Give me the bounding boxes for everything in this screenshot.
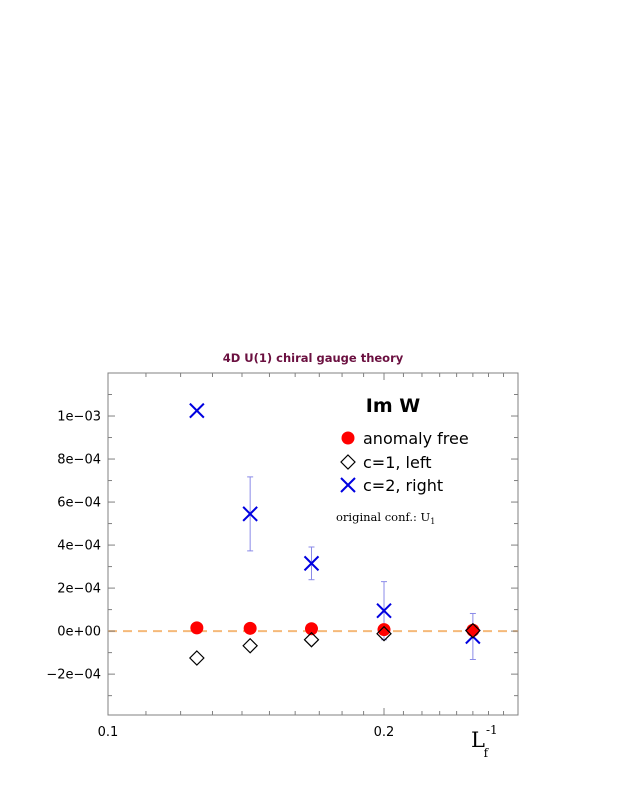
- anomaly-free-point: [377, 623, 391, 637]
- y-tick-label: 1e−03: [57, 410, 101, 425]
- legend-marker-c-2-right: [340, 477, 356, 493]
- anomaly-free-point: [304, 622, 318, 636]
- x-axis-label: L-1 f: [471, 723, 498, 760]
- anomaly-free-point: [190, 621, 204, 635]
- annotation-subscript: 1: [430, 517, 435, 526]
- c-1-left-point: [376, 625, 392, 642]
- anomaly-free-point: [243, 621, 257, 635]
- chart-heading: Im W: [366, 395, 420, 417]
- c-1-left-point: [465, 622, 481, 639]
- y-tick-label: 0e+00: [57, 625, 101, 640]
- c-2-right-point: [242, 506, 258, 522]
- x-tick-label: 0.2: [374, 725, 395, 740]
- c-2-right-point: [376, 602, 392, 619]
- cross-stroke: [340, 477, 356, 493]
- anomaly-free-point: [466, 623, 480, 637]
- y-tick-label: 4e−04: [57, 539, 101, 554]
- c-2-right-point: [189, 402, 205, 419]
- cross-stroke: [303, 555, 320, 572]
- y-tick-label: −2e−04: [46, 668, 101, 683]
- y-tick-label: 8e−04: [57, 453, 101, 468]
- plot-frame: [107, 372, 519, 716]
- legend-item-anomaly-free: anomaly free: [341, 429, 469, 448]
- legend: anomaly free c=1, left c=2, right: [340, 429, 469, 495]
- chart-annotation: original conf.: U1: [336, 510, 435, 526]
- chart-title: 4D U(1) chiral gauge theory: [223, 351, 404, 365]
- legend-marker-anomaly-free: [341, 431, 355, 445]
- y-tick-label: 2e−04: [57, 582, 101, 597]
- cross-stroke: [376, 602, 392, 619]
- legend-label-c-2-right: c=2, right: [363, 476, 443, 495]
- legend-item-c-1-left: c=1, left: [340, 453, 431, 472]
- c-1-left-point: [189, 650, 205, 666]
- c-1-left-point: [242, 637, 258, 654]
- legend-item-c-2-right: c=2, right: [340, 476, 443, 495]
- legend-marker-c-1-left: [340, 454, 356, 470]
- annotation-text: original conf.: U: [336, 510, 431, 524]
- cross-stroke: [242, 506, 258, 522]
- legend-label-anomaly-free: anomaly free: [363, 429, 469, 448]
- x-axis-label-subscript: f: [484, 746, 490, 760]
- y-tick-label: 6e−04: [57, 496, 101, 511]
- x-tick-label: 0.1: [98, 725, 119, 740]
- x-axis-label-base: L: [471, 728, 485, 752]
- c-2-right-point: [303, 555, 320, 572]
- c-1-left-point: [303, 631, 320, 648]
- cross-stroke: [189, 402, 205, 419]
- legend-label-c-1-left: c=1, left: [363, 453, 431, 472]
- x-axis-label-superscript: -1: [486, 723, 498, 737]
